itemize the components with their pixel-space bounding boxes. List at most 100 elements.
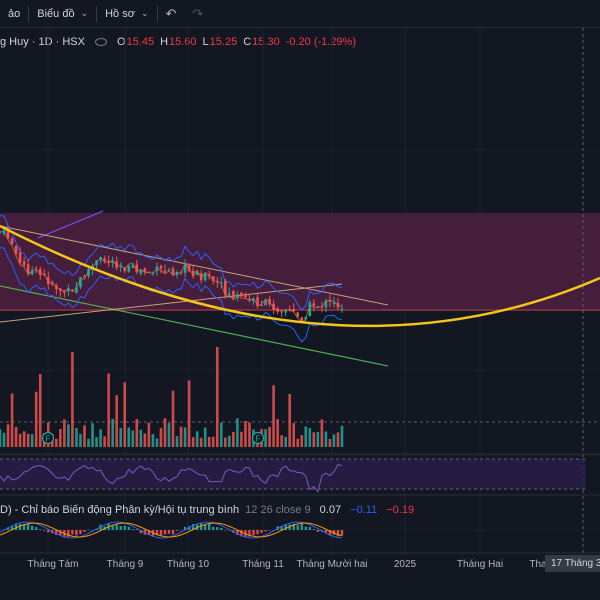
macd-histogram-bar xyxy=(55,530,58,535)
candle-body xyxy=(191,270,195,277)
macd-histogram-bar xyxy=(159,530,163,536)
macd-histogram-bar xyxy=(208,523,211,530)
candle-body xyxy=(75,287,78,293)
time-axis-label: Tháng 10 xyxy=(166,559,210,570)
bollinger-lower xyxy=(0,247,343,343)
volume-bar xyxy=(59,428,62,447)
macd-histogram-bar xyxy=(155,530,159,536)
high-value: 15.60 xyxy=(169,36,197,48)
volume-bar xyxy=(175,436,179,447)
macd-histogram-bar xyxy=(195,523,199,530)
volume-bar xyxy=(135,419,139,447)
macd-histogram-bar xyxy=(67,530,70,537)
candle-body xyxy=(248,298,251,301)
volume-bar xyxy=(215,347,219,447)
toolbar-divider xyxy=(28,5,30,22)
volume-bar xyxy=(163,418,167,447)
symbol-title[interactable]: g Huy · 1D · HSX xyxy=(0,36,85,48)
macd-histogram-bar xyxy=(292,523,295,530)
candle-body xyxy=(280,311,283,313)
volume-bar xyxy=(199,437,203,447)
volume-bar xyxy=(79,433,82,447)
candle-body xyxy=(79,277,82,287)
candle-body xyxy=(6,228,10,239)
trendline-tan-up[interactable] xyxy=(0,283,343,323)
chart-type-button[interactable]: Biểu đồ ⌄ xyxy=(29,0,96,27)
macd-histogram-bar xyxy=(111,525,114,530)
trendline-tan-down[interactable] xyxy=(0,225,389,306)
volume-bar xyxy=(236,418,239,447)
candle-body xyxy=(199,273,203,281)
volume-series xyxy=(0,347,344,447)
candle-body xyxy=(244,294,247,298)
candle-body xyxy=(2,230,6,234)
volume-bar xyxy=(207,436,211,447)
macd-histogram-bar xyxy=(0,529,2,531)
volume-bar xyxy=(2,432,6,447)
candle-body xyxy=(63,290,66,293)
low-label: L xyxy=(202,36,209,48)
candle-body xyxy=(195,272,199,276)
candle-body xyxy=(115,261,118,268)
time-axis-label: Tha xyxy=(529,559,547,570)
macd-histogram-bar xyxy=(300,523,303,530)
candle-body xyxy=(260,304,263,306)
macd-name[interactable]: D) - Chỉ báo Biến động Phân kỳ/Hội tụ tr… xyxy=(0,504,240,516)
volume-bar xyxy=(99,429,102,447)
macd-histogram-bar xyxy=(75,530,78,536)
cup-arc-drawing[interactable] xyxy=(0,224,600,328)
volume-bar xyxy=(115,395,118,447)
volume-bar xyxy=(107,373,110,447)
volume-bar xyxy=(244,421,247,447)
volume-bar xyxy=(6,424,10,447)
volume-bar xyxy=(111,418,114,447)
candle-body xyxy=(256,297,259,307)
macd-histogram-bar xyxy=(228,530,231,531)
volume-bar xyxy=(87,438,90,447)
time-axis-label: Tháng Hai xyxy=(456,559,504,570)
candle-body xyxy=(179,272,183,274)
candle-body xyxy=(207,274,211,277)
trendline-purple[interactable] xyxy=(37,210,104,239)
trendline-green[interactable] xyxy=(0,285,389,367)
toolbar-item-partial[interactable]: ảo xyxy=(0,0,28,27)
volume-bar xyxy=(280,435,283,447)
macd-histogram-bar xyxy=(35,527,38,530)
macd-histogram-bar xyxy=(18,523,22,530)
macd-histogram-bar xyxy=(332,530,336,535)
volume-bar xyxy=(195,431,199,447)
volume-bar xyxy=(14,426,18,447)
macd-value-3: −0.19 xyxy=(386,504,415,516)
eye-icon[interactable] xyxy=(94,38,107,46)
candle-body xyxy=(187,263,191,272)
redo-icon[interactable]: ↷ xyxy=(192,5,204,21)
candle-body xyxy=(316,306,320,308)
volume-bar xyxy=(22,431,26,447)
undo-icon[interactable]: ↶ xyxy=(165,5,177,21)
top-toolbar: ảo Biểu đồ ⌄ Hồ sơ ⌄ ↶ ↷ xyxy=(0,0,600,28)
candle-body xyxy=(95,260,98,265)
candle-body xyxy=(171,268,175,275)
resistance-zone[interactable] xyxy=(0,213,600,311)
candle-body xyxy=(304,316,308,320)
volume-bar xyxy=(171,390,175,447)
macd-histogram-bar xyxy=(59,530,62,535)
candle-body xyxy=(147,271,151,273)
volume-bar xyxy=(211,436,215,447)
macd-signal-line xyxy=(0,522,343,538)
candle-body xyxy=(288,308,291,311)
change-value: -0.20 (-1.29%) xyxy=(285,36,356,48)
high-label: H xyxy=(160,36,169,48)
volume-bar xyxy=(26,433,30,447)
volume-bar xyxy=(83,425,86,447)
volume-bar xyxy=(300,434,304,447)
volume-bar xyxy=(38,374,42,447)
macd-histogram-bar xyxy=(183,526,187,530)
volume-bar xyxy=(340,425,344,447)
candle-body xyxy=(18,252,22,263)
candle-body xyxy=(167,269,171,271)
volume-bar xyxy=(103,436,106,447)
candle-body xyxy=(224,280,227,296)
profile-button[interactable]: Hồ sơ ⌄ xyxy=(97,0,156,27)
